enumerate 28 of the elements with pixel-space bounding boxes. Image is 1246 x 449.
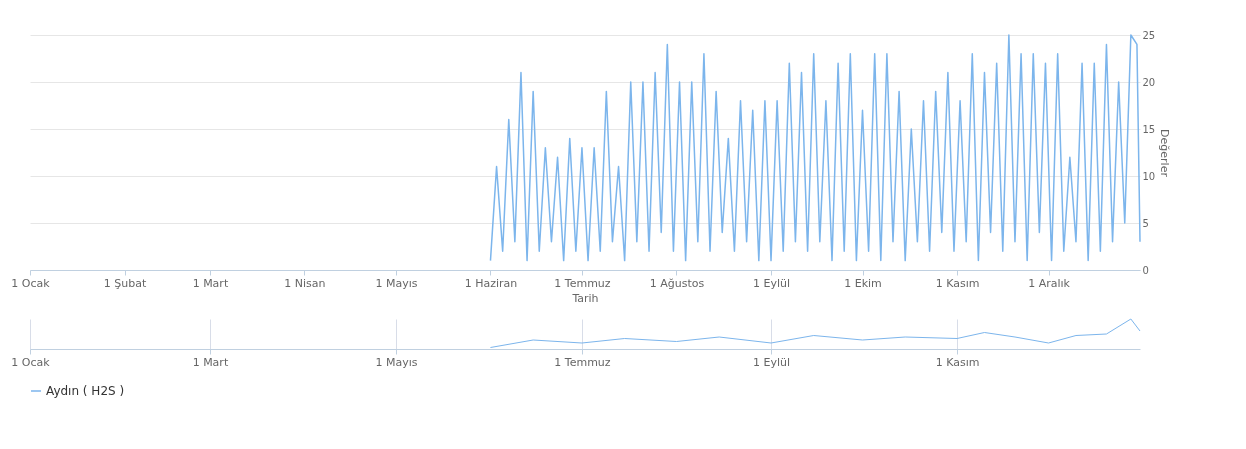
x-tick-label: 1 Ağustos bbox=[649, 276, 705, 290]
x-tick-label: 1 Kasım bbox=[935, 276, 980, 290]
y-tick-label: 5 bbox=[1142, 217, 1149, 229]
x-tick-label: 1 Mayıs bbox=[375, 355, 418, 369]
x-tick-label: 1 Temmuz bbox=[554, 276, 611, 290]
x-tick-label: 1 Temmuz bbox=[554, 355, 611, 369]
y-tick-label: 10 bbox=[1142, 170, 1156, 182]
x-tick-label: 1 Şubat bbox=[103, 276, 147, 290]
x-tick-label: 1 Eylül bbox=[752, 355, 791, 369]
y-tick-label: 20 bbox=[1142, 76, 1156, 88]
x-tick-label: 1 Nisan bbox=[284, 276, 326, 290]
x-tick-label: 1 Mayıs bbox=[375, 276, 418, 290]
x-axis-title: Tarih bbox=[571, 291, 599, 305]
y-tick-label: 15 bbox=[1142, 123, 1156, 135]
x-tick-label: 1 Kasım bbox=[935, 355, 980, 369]
y-axis-title: Değerler bbox=[1158, 129, 1172, 178]
legend-label: Aydın ( H2S ) bbox=[46, 384, 125, 398]
x-tick-label: 1 Mart bbox=[192, 355, 229, 369]
x-tick-label: 1 Eylül bbox=[752, 276, 791, 290]
x-tick-label: 1 Haziran bbox=[464, 276, 518, 290]
x-tick-label: 1 Ekim bbox=[844, 276, 882, 290]
y-tick-label: 0 bbox=[1142, 264, 1149, 276]
x-tick-label: 1 Ocak bbox=[11, 355, 51, 369]
y-tick-label: 25 bbox=[1142, 29, 1156, 41]
x-tick-label: 1 Aralık bbox=[1028, 276, 1071, 290]
x-tick-label: 1 Ocak bbox=[11, 276, 51, 290]
line-series bbox=[489, 34, 1141, 262]
x-tick-label: 1 Mart bbox=[192, 276, 229, 290]
